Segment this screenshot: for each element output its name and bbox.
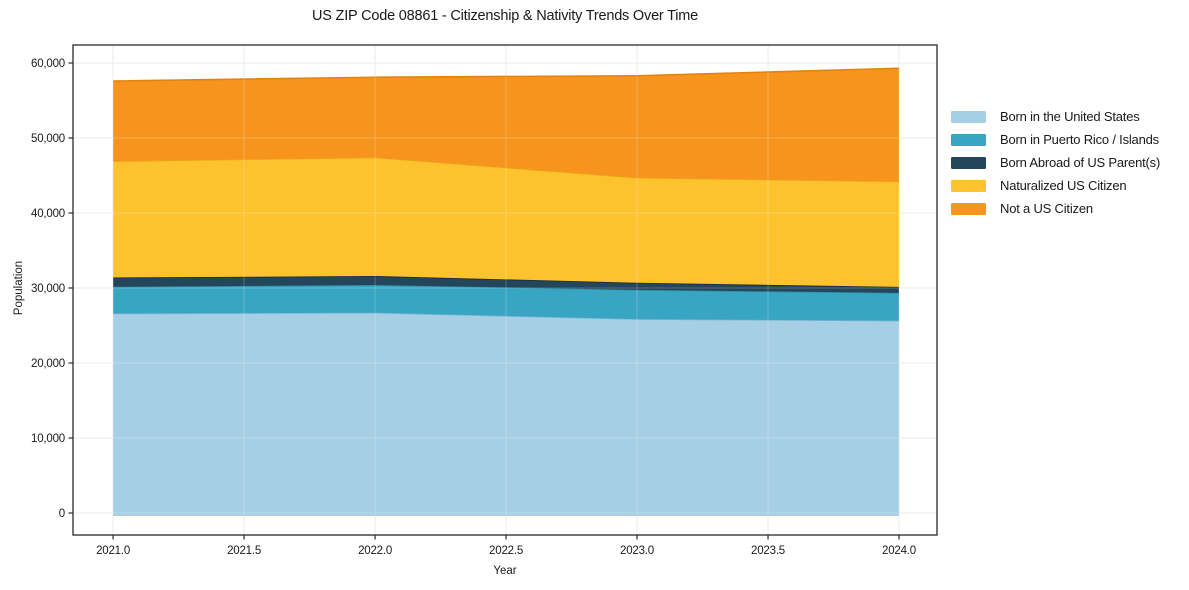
legend-item-not-a-us-citizen: Not a US Citizen: [951, 197, 1160, 220]
legend-label: Born in the United States: [1000, 109, 1140, 124]
legend-swatch-born-abroad-of-us-parent-s: [951, 156, 986, 169]
y-tick-label: 30,000: [31, 283, 65, 295]
area-naturalized-us-citizen: [113, 157, 900, 287]
y-axis-label: Population: [13, 260, 25, 316]
legend-swatch-born-in-the-united-states: [951, 110, 986, 123]
legend-swatch-born-in-puerto-rico-islands: [951, 133, 986, 146]
legend: Born in the United States Born in Puerto …: [951, 105, 1160, 220]
x-tick-label: 2023.0: [620, 545, 654, 557]
area-edge-not-a-us-citizen: [113, 67, 900, 82]
legend-label: Born Abroad of US Parent(s): [1000, 155, 1161, 170]
y-tick-label: 0: [59, 508, 65, 520]
legend-item-born-in-puerto-rico-islands: Born in Puerto Rico / Islands: [951, 128, 1160, 151]
x-tick-label: 2023.5: [751, 545, 785, 557]
x-tick-label: 2021.5: [227, 545, 261, 557]
y-tick-label: 50,000: [31, 133, 65, 145]
y-tick-label: 10,000: [31, 433, 65, 445]
y-tick-label: 40,000: [31, 208, 65, 220]
x-tick-label: 2022.5: [489, 545, 523, 557]
area-born-in-the-united-states: [113, 312, 900, 517]
x-tick-label: 2022.0: [358, 545, 392, 557]
x-tick-label: 2024.0: [882, 545, 916, 557]
legend-item-born-in-the-united-states: Born in the United States: [951, 105, 1160, 128]
chart-title: US ZIP Code 08861 - Citizenship & Nativi…: [311, 8, 699, 24]
x-axis-label: Year: [493, 565, 517, 577]
legend-swatch-naturalized-us-citizen: [951, 179, 986, 192]
y-tick-label: 20,000: [31, 358, 65, 370]
area-not-a-us-citizen: [113, 68, 900, 182]
x-tick-label: 2021.0: [96, 545, 130, 557]
plot-frame: [72, 44, 938, 536]
legend-label: Naturalized US Citizen: [1000, 178, 1127, 193]
area-born-abroad-of-us-parent-s: [113, 276, 900, 293]
y-tick-label: 60,000: [31, 58, 65, 70]
area-born-in-puerto-rico-islands: [113, 285, 900, 321]
legend-label: Not a US Citizen: [1000, 201, 1093, 216]
legend-label: Born in Puerto Rico / Islands: [1000, 132, 1159, 147]
legend-item-naturalized-us-citizen: Naturalized US Citizen: [951, 174, 1160, 197]
legend-item-born-abroad-of-us-parent-s: Born Abroad of US Parent(s): [951, 151, 1160, 174]
legend-swatch-not-a-us-citizen: [951, 202, 986, 215]
